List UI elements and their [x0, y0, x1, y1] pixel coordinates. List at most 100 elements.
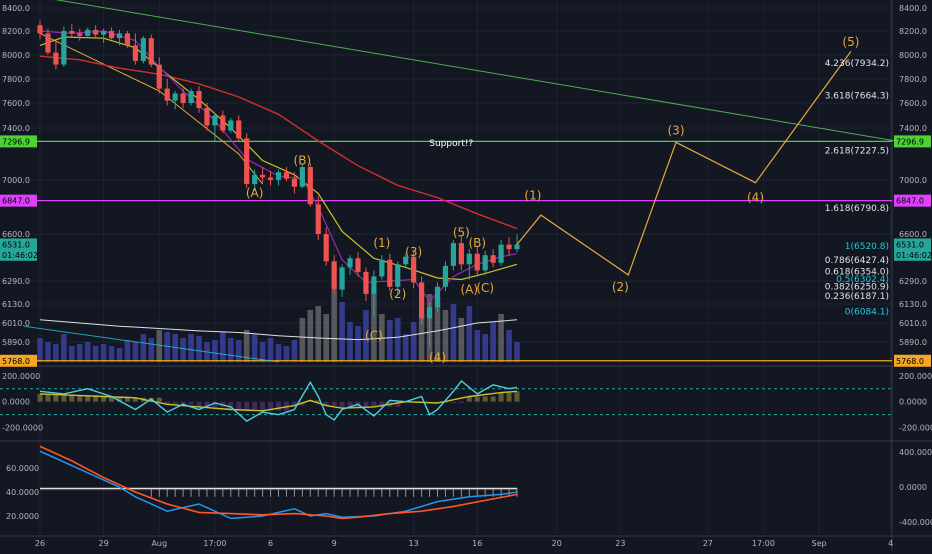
osc1-histogram-bar — [379, 401, 385, 407]
price-tick-left: 8400.0 — [2, 4, 30, 13]
volume-bar — [180, 338, 186, 362]
price-tick-left: 6290.0 — [2, 277, 30, 286]
osc1-tick-left: -200.0000 — [2, 424, 43, 433]
price-tick-left: 7800.0 — [2, 75, 30, 84]
osc1-histogram-bar — [268, 401, 274, 411]
price-tick-right: 7600.0 — [899, 99, 927, 108]
volume-bar — [347, 322, 353, 362]
price-tick-right: 7400.0 — [899, 124, 927, 133]
volume-bar — [243, 330, 250, 362]
volume-bar — [172, 334, 178, 362]
volume-bar — [442, 310, 449, 362]
price-tick-right: 6600.0 — [899, 230, 927, 239]
time-tick-label: 17:00 — [752, 539, 775, 548]
candle-body — [307, 167, 313, 205]
osc2-red-line — [39, 445, 518, 520]
osc1-histogram-bar — [466, 396, 472, 402]
candle-body — [387, 259, 393, 287]
osc1-histogram-bar — [323, 401, 329, 406]
osc1-histogram-bar — [109, 396, 115, 402]
volume-bar — [188, 334, 194, 362]
osc1-histogram-bar — [132, 397, 138, 402]
volume-bar — [251, 334, 258, 362]
wave-label: (5) — [842, 35, 859, 49]
candle-body — [93, 29, 99, 35]
volume-bar — [402, 334, 409, 362]
fib-level-label: 0.618(6354.0) — [825, 267, 889, 277]
time-tick-label: Sep — [812, 539, 827, 548]
volume-bar — [410, 322, 417, 362]
osc1-histogram-bar — [236, 401, 242, 410]
price-marker-left — [0, 194, 37, 207]
candle-body — [458, 243, 464, 265]
price-marker-label-left: 01:46:02 — [2, 251, 38, 260]
price-tick-right: 6010.0 — [899, 319, 927, 328]
osc2-tick-left: 40.0000 — [6, 488, 39, 497]
volume-bar — [76, 344, 83, 362]
time-tick-label: 13 — [409, 539, 419, 548]
osc1-histogram-bar — [93, 395, 99, 402]
price-tick-left: 7600.0 — [2, 99, 30, 108]
candle-body — [236, 120, 242, 139]
volume-bar — [259, 342, 266, 362]
volume-bar — [387, 320, 393, 362]
candle-body — [379, 259, 385, 277]
wave-label: (2) — [612, 280, 629, 294]
wave-label: (1) — [373, 236, 390, 250]
osc2-tick-right: 400.0000 — [899, 448, 932, 457]
osc1-tick-left: 200.0000 — [2, 372, 40, 381]
osc1-histogram-bar — [490, 396, 496, 402]
candle-body — [323, 234, 329, 262]
osc1-histogram-bar — [315, 400, 321, 402]
candle-body — [204, 108, 210, 126]
osc1-histogram-bar — [85, 395, 91, 402]
candle-body — [260, 174, 266, 178]
price-tick-left: 8000.0 — [2, 51, 30, 60]
volume-bar — [418, 314, 425, 362]
fib-level-label: 1(6520.8) — [845, 242, 889, 252]
osc1-histogram-bar — [244, 401, 250, 410]
price-tick-left: 6600.0 — [2, 230, 30, 239]
price-tick-left: 8200.0 — [2, 27, 30, 36]
candle-body — [77, 33, 83, 36]
candle-body — [506, 244, 512, 250]
volume-bar — [506, 330, 512, 362]
candle-body — [108, 31, 115, 39]
osc1-histogram-bar — [61, 393, 67, 402]
price-tick-left: 6130.0 — [2, 300, 30, 309]
time-tick-label: 6 — [268, 539, 273, 548]
price-tick-left: 7400.0 — [2, 124, 30, 133]
wave-label: (4) — [429, 350, 446, 364]
osc1-histogram-bar — [506, 392, 512, 402]
candle-body — [347, 258, 353, 268]
volume-bar — [307, 310, 314, 362]
price-marker-left — [0, 248, 37, 261]
candle-body — [498, 244, 504, 263]
time-tick-label: 20 — [552, 539, 562, 548]
price-tick-right: 5890.0 — [899, 338, 927, 347]
volume-bar — [84, 342, 91, 362]
wave-label: (4) — [747, 191, 764, 205]
osc1-histogram-bar — [252, 401, 258, 410]
candle-body — [403, 256, 409, 265]
osc1-histogram-bar — [164, 401, 170, 405]
volume-bar — [450, 304, 457, 362]
candle-body — [474, 253, 480, 271]
candle-body — [442, 265, 449, 287]
price-marker-left — [0, 135, 37, 148]
volume-bar — [299, 318, 306, 362]
wave-projection-path — [516, 51, 852, 276]
time-tick-label: Aug — [151, 539, 167, 548]
volume-bar — [37, 338, 43, 362]
volume-bar — [61, 334, 67, 362]
osc1-histogram-bar — [45, 393, 51, 402]
osc1-tick-right: 200.0000 — [899, 372, 932, 381]
osc1-histogram-bar — [442, 401, 448, 403]
candle-body — [252, 174, 258, 185]
price-marker-label-right: 6531.0 — [896, 240, 924, 249]
candle-body — [53, 52, 59, 65]
volume-bar — [148, 338, 155, 362]
wave-label: (3) — [405, 245, 422, 259]
